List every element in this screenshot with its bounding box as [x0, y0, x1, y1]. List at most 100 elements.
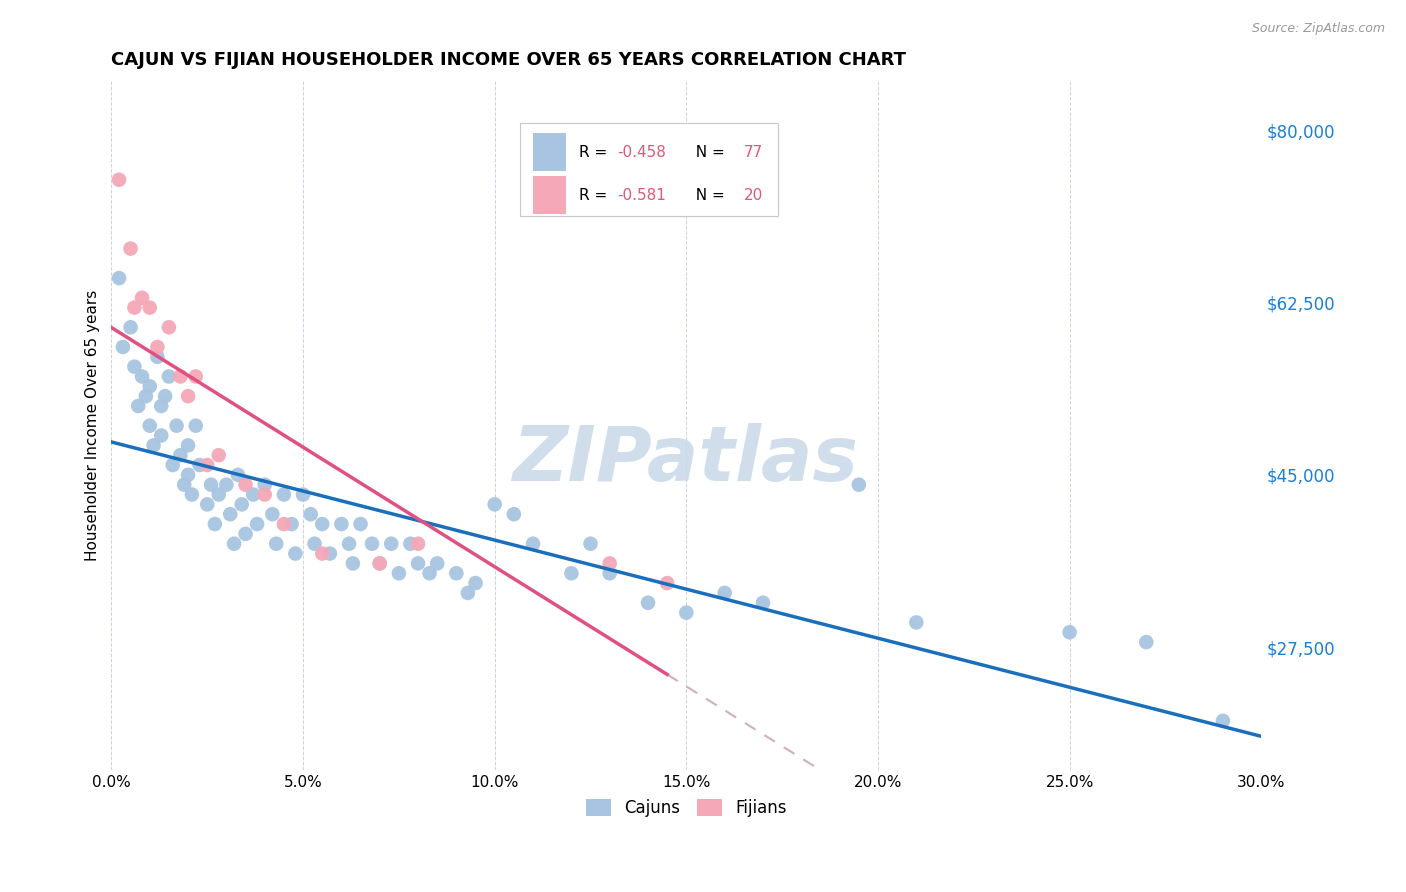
Point: [484, 497, 506, 511]
Legend: Cajuns, Fijians: Cajuns, Fijians: [579, 792, 793, 823]
Point: [388, 566, 411, 581]
Point: [330, 517, 353, 532]
Point: [319, 547, 342, 561]
Point: [177, 467, 200, 482]
Point: [108, 172, 131, 186]
Text: 77: 77: [744, 145, 763, 160]
Point: [139, 301, 162, 315]
Point: [226, 467, 249, 482]
Point: [150, 399, 173, 413]
Point: [231, 497, 253, 511]
Point: [502, 507, 524, 521]
Text: ZIPatlas: ZIPatlas: [513, 423, 859, 497]
Point: [139, 379, 162, 393]
Point: [146, 340, 169, 354]
Point: [1212, 714, 1234, 728]
Point: [184, 418, 207, 433]
Point: [169, 369, 191, 384]
Point: [380, 537, 402, 551]
Point: [139, 418, 162, 433]
Y-axis label: Householder Income Over 65 years: Householder Income Over 65 years: [86, 290, 100, 561]
Point: [195, 497, 218, 511]
Text: -0.581: -0.581: [617, 187, 666, 202]
Point: [208, 448, 231, 462]
Point: [349, 517, 371, 532]
Point: [235, 477, 257, 491]
Point: [1059, 625, 1081, 640]
Point: [342, 557, 364, 571]
Point: [253, 487, 276, 501]
Point: [120, 320, 142, 334]
Point: [457, 586, 479, 600]
Point: [146, 350, 169, 364]
Point: [120, 242, 142, 256]
Point: [311, 547, 333, 561]
Point: [406, 557, 429, 571]
Point: [361, 537, 384, 551]
Point: [522, 537, 544, 551]
FancyBboxPatch shape: [533, 177, 565, 214]
Point: [675, 606, 697, 620]
Text: -0.458: -0.458: [617, 145, 666, 160]
Point: [135, 389, 157, 403]
Point: [127, 399, 149, 413]
Point: [599, 566, 621, 581]
Point: [157, 320, 180, 334]
Point: [219, 507, 242, 521]
Text: Source: ZipAtlas.com: Source: ZipAtlas.com: [1251, 22, 1385, 36]
Point: [195, 458, 218, 472]
Point: [399, 537, 422, 551]
Point: [108, 271, 131, 285]
FancyBboxPatch shape: [533, 134, 565, 171]
Point: [150, 428, 173, 442]
Point: [446, 566, 468, 581]
Point: [142, 438, 165, 452]
Text: CAJUN VS FIJIAN HOUSEHOLDER INCOME OVER 65 YEARS CORRELATION CHART: CAJUN VS FIJIAN HOUSEHOLDER INCOME OVER …: [111, 51, 907, 69]
Point: [177, 438, 200, 452]
Point: [304, 537, 326, 551]
Point: [905, 615, 928, 630]
Point: [262, 507, 284, 521]
Point: [215, 477, 238, 491]
Point: [1135, 635, 1157, 649]
Point: [406, 537, 429, 551]
Point: [337, 537, 360, 551]
Point: [208, 487, 231, 501]
Point: [222, 537, 245, 551]
Point: [111, 340, 134, 354]
Point: [273, 487, 295, 501]
Point: [166, 418, 188, 433]
Point: [235, 527, 257, 541]
Point: [131, 291, 153, 305]
FancyBboxPatch shape: [520, 123, 779, 216]
Point: [173, 477, 195, 491]
Point: [599, 557, 621, 571]
Point: [273, 517, 295, 532]
Point: [657, 576, 679, 591]
Point: [368, 557, 391, 571]
Point: [169, 448, 191, 462]
Point: [200, 477, 222, 491]
Point: [752, 596, 775, 610]
Point: [848, 477, 870, 491]
Point: [162, 458, 184, 472]
Point: [184, 369, 207, 384]
Point: [153, 389, 176, 403]
Point: [124, 359, 146, 374]
Point: [253, 477, 276, 491]
Point: [368, 557, 391, 571]
Point: [311, 517, 333, 532]
Point: [180, 487, 202, 501]
Point: [464, 576, 486, 591]
Text: R =: R =: [579, 145, 613, 160]
Point: [637, 596, 659, 610]
Point: [177, 389, 200, 403]
Text: R =: R =: [579, 187, 613, 202]
Text: N =: N =: [686, 145, 730, 160]
Point: [242, 487, 264, 501]
Point: [157, 369, 180, 384]
Point: [124, 301, 146, 315]
Point: [246, 517, 269, 532]
Point: [713, 586, 735, 600]
Point: [188, 458, 211, 472]
